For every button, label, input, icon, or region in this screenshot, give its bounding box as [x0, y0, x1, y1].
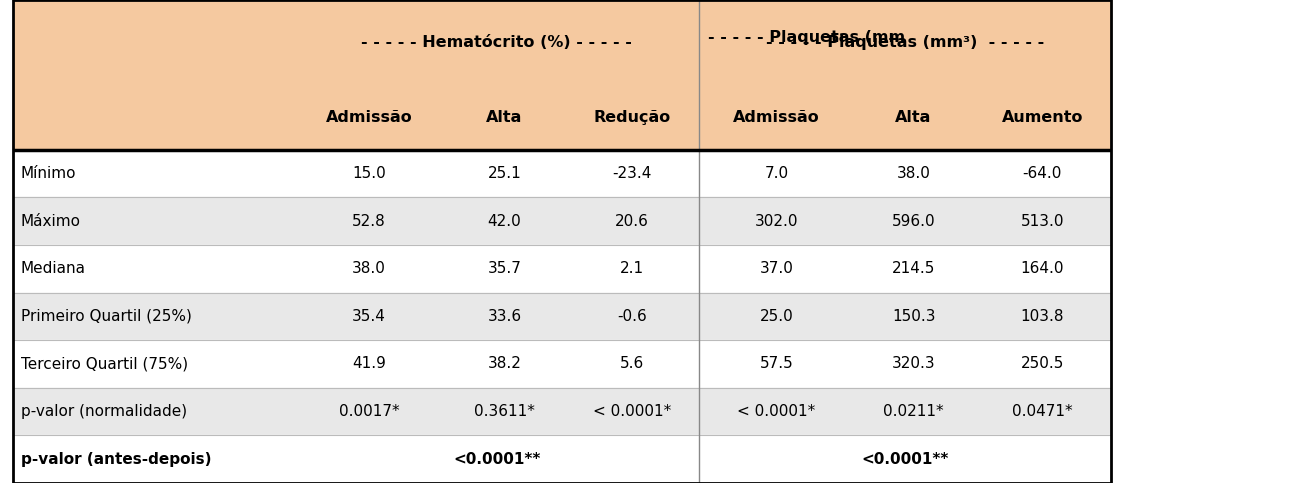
Bar: [13, 388, 1111, 435]
Text: 5.6: 5.6: [620, 356, 644, 371]
Text: 0.0471*: 0.0471*: [1012, 404, 1073, 419]
Text: <0.0001**: <0.0001**: [454, 452, 540, 467]
Text: 164.0: 164.0: [1021, 261, 1064, 276]
Text: Primeiro Quartil (25%): Primeiro Quartil (25%): [21, 309, 192, 324]
Text: p-valor (normalidade): p-valor (normalidade): [21, 404, 187, 419]
Text: 38.0: 38.0: [897, 166, 931, 181]
Bar: [13, 245, 1111, 293]
Bar: [13, 0, 1111, 150]
Text: 57.5: 57.5: [759, 356, 793, 371]
Text: 15.0: 15.0: [353, 166, 386, 181]
Text: 0.0017*: 0.0017*: [339, 404, 400, 419]
Text: 320.3: 320.3: [891, 356, 936, 371]
Bar: [13, 198, 1111, 245]
Text: 41.9: 41.9: [353, 356, 386, 371]
Bar: [13, 150, 1111, 198]
Text: 0.3611*: 0.3611*: [474, 404, 535, 419]
Text: Redução: Redução: [593, 110, 670, 125]
Text: -23.4: -23.4: [612, 166, 652, 181]
Text: 302.0: 302.0: [754, 213, 799, 228]
Text: Mínimo: Mínimo: [21, 166, 76, 181]
Text: 25.1: 25.1: [488, 166, 521, 181]
Text: 2.1: 2.1: [620, 261, 644, 276]
Text: 7.0: 7.0: [765, 166, 788, 181]
Text: 35.7: 35.7: [488, 261, 521, 276]
Bar: [13, 435, 1111, 483]
Text: < 0.0001*: < 0.0001*: [593, 404, 670, 419]
Text: - - - - - Plaquetas (mm³)  - - - - -: - - - - - Plaquetas (mm³) - - - - -: [766, 35, 1044, 50]
Text: Admissão: Admissão: [733, 110, 819, 125]
Text: 596.0: 596.0: [891, 213, 936, 228]
Text: < 0.0001*: < 0.0001*: [737, 404, 816, 419]
Text: 38.0: 38.0: [353, 261, 386, 276]
Text: - - - - - Hematócrito (%) - - - - -: - - - - - Hematócrito (%) - - - - -: [361, 35, 633, 50]
Text: 103.8: 103.8: [1021, 309, 1064, 324]
Text: p-valor (antes-depois): p-valor (antes-depois): [21, 452, 212, 467]
Text: <0.0001**: <0.0001**: [861, 452, 949, 467]
Text: -0.6: -0.6: [617, 309, 647, 324]
Text: Alta: Alta: [895, 110, 932, 125]
Text: 42.0: 42.0: [488, 213, 521, 228]
Text: 250.5: 250.5: [1021, 356, 1064, 371]
Text: Mediana: Mediana: [21, 261, 86, 276]
Text: Alta: Alta: [486, 110, 523, 125]
Text: 0.0211*: 0.0211*: [884, 404, 944, 419]
Text: 214.5: 214.5: [891, 261, 936, 276]
Text: Aumento: Aumento: [1001, 110, 1084, 125]
Text: 33.6: 33.6: [488, 309, 521, 324]
Bar: [13, 340, 1111, 388]
Text: 513.0: 513.0: [1021, 213, 1064, 228]
Text: -64.0: -64.0: [1022, 166, 1063, 181]
Text: - - - - - Plaquetas (mm: - - - - - Plaquetas (mm: [708, 30, 904, 45]
Text: 20.6: 20.6: [616, 213, 648, 228]
Text: 52.8: 52.8: [353, 213, 386, 228]
Text: Máximo: Máximo: [21, 213, 81, 228]
Bar: [13, 0, 1111, 483]
Text: 35.4: 35.4: [353, 309, 386, 324]
Text: 37.0: 37.0: [759, 261, 793, 276]
Text: 38.2: 38.2: [488, 356, 521, 371]
Text: 25.0: 25.0: [759, 309, 793, 324]
Text: 150.3: 150.3: [891, 309, 936, 324]
Text: Admissão: Admissão: [325, 110, 413, 125]
Bar: [13, 293, 1111, 340]
Text: Terceiro Quartil (75%): Terceiro Quartil (75%): [21, 356, 188, 371]
